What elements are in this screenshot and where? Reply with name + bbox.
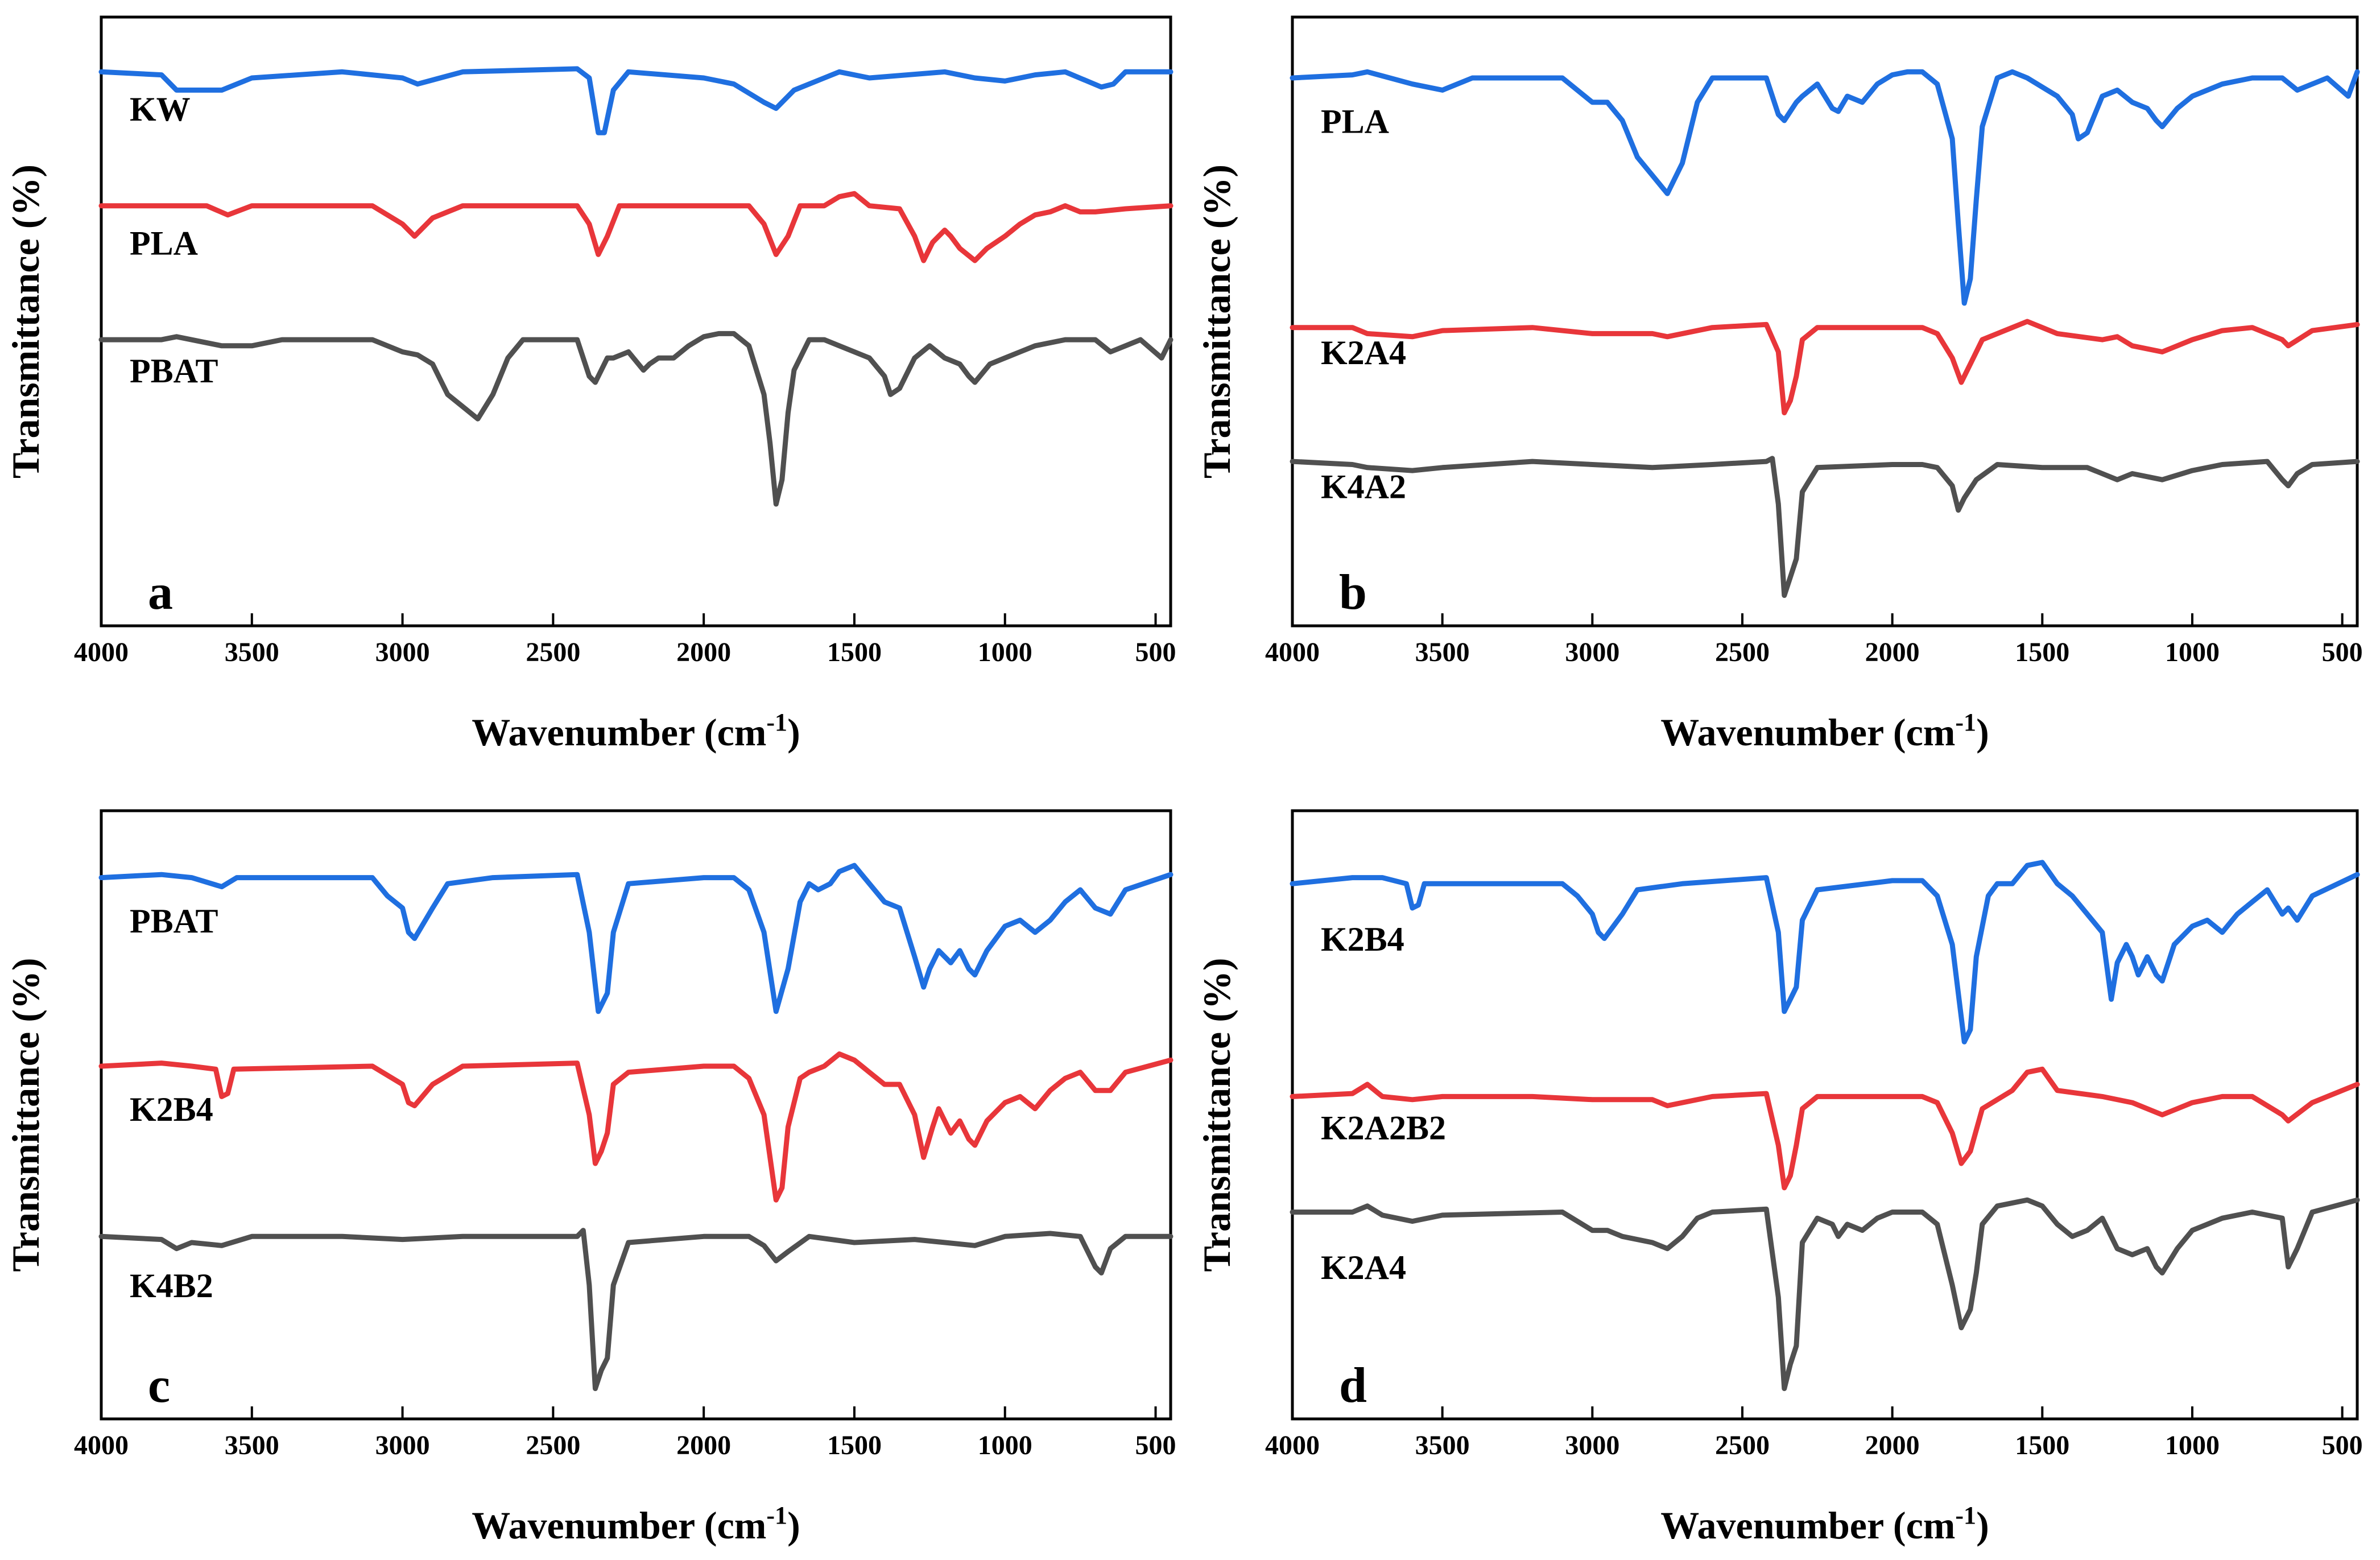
- x-tick-label: 1500: [827, 637, 882, 667]
- series-line-pbat: [98, 862, 1174, 1014]
- x-tick-label: 3000: [375, 637, 430, 667]
- series-line-pla: [1290, 69, 2360, 306]
- x-tick-label: 2500: [526, 1430, 580, 1460]
- series-line-k2b4: [1290, 860, 2360, 1045]
- plot-frame: [1291, 809, 2359, 1421]
- x-tick-label: 2500: [1715, 1430, 1770, 1460]
- x-tick-label: 3500: [1415, 637, 1470, 667]
- panel-letter: d: [1339, 1358, 1367, 1413]
- y-axis-title: Transmittance (%): [4, 958, 47, 1272]
- series-line-k2a4: [1290, 1197, 2360, 1392]
- x-tick-label: 1000: [978, 1430, 1032, 1460]
- chart-panel-a: 4000 3500 3000 2500 2000 1500 1000 500 Wavenumbe…: [4, 15, 1176, 754]
- x-axis-title: Wavenumber (cm-1): [1660, 708, 1989, 754]
- chart-panel-d: 4000 3500 3000 2500 2000 1500 1000 500 Wavenumbe…: [1195, 809, 2363, 1547]
- x-tick-label: 1500: [2015, 637, 2069, 667]
- series-label-k2b4: K2B4: [1321, 921, 1404, 958]
- series-line-k4a2: [1290, 456, 2360, 598]
- x-tick-label: 2500: [526, 637, 580, 667]
- x-tick-label: 2000: [676, 637, 731, 667]
- series-line-k2b4: [98, 1051, 1174, 1203]
- x-tick-label: 500: [2322, 637, 2363, 667]
- plot-frame: [100, 809, 1172, 1421]
- x-axis-title: Wavenumber (cm-1): [1660, 1501, 1989, 1547]
- x-tick-label: 3500: [225, 637, 279, 667]
- x-tick-label: 2000: [676, 1430, 731, 1460]
- x-tick-label: 3500: [1415, 1430, 1470, 1460]
- x-tick-label: 3500: [225, 1430, 279, 1460]
- x-tick-label: 4000: [74, 637, 129, 667]
- series-label-pla: PLA: [1321, 102, 1389, 140]
- chart-panel-b: 4000 3500 3000 2500 2000 1500 1000 500 Wavenumbe…: [1195, 15, 2363, 754]
- series-label-kw: KW: [130, 90, 191, 128]
- panel-letter: c: [148, 1358, 170, 1413]
- panel-letter: b: [1339, 565, 1367, 620]
- plot-frame: [1291, 15, 2359, 628]
- series-label-k4a2: K4A2: [1321, 468, 1406, 505]
- y-axis-title: Transmittance (%): [4, 164, 47, 478]
- series-line-kw: [98, 66, 1174, 135]
- series-line-k2a2b2: [1290, 1066, 2360, 1191]
- x-axis-title: Wavenumber (cm-1): [472, 1501, 800, 1547]
- panel-letter: a: [148, 565, 173, 620]
- x-axis-title: Wavenumber (cm-1): [472, 708, 800, 754]
- x-tick-label: 3000: [1565, 637, 1619, 667]
- x-tick-label: 1000: [2165, 1430, 2220, 1460]
- x-tick-label: 500: [1135, 1430, 1176, 1460]
- x-tick-label: 3000: [375, 1430, 430, 1460]
- x-tick-label: 4000: [74, 1430, 129, 1460]
- series-line-pbat: [98, 331, 1174, 507]
- plot-frame: [100, 15, 1172, 628]
- x-tick-label: 2000: [1865, 637, 1920, 667]
- series-label-pbat: PBAT: [130, 902, 218, 940]
- series-label-k2a4: K2A4: [1321, 1249, 1406, 1286]
- x-tick-label: 1000: [978, 637, 1032, 667]
- x-tick-label: 2000: [1865, 1430, 1920, 1460]
- x-tick-label: 500: [2322, 1430, 2363, 1460]
- x-tick-label: 3000: [1565, 1430, 1619, 1460]
- series-label-k2b4: K2B4: [130, 1091, 213, 1128]
- series-label-k4b2: K4B2: [130, 1267, 213, 1305]
- x-tick-label: 4000: [1265, 637, 1320, 667]
- x-tick-label: 2500: [1715, 637, 1770, 667]
- series-label-pbat: PBAT: [130, 352, 218, 390]
- series-label-pla: PLA: [130, 224, 198, 262]
- y-axis-title: Transmittance (%): [1195, 958, 1238, 1272]
- series-line-k2a4: [1290, 319, 2360, 415]
- x-tick-label: 1500: [2015, 1430, 2069, 1460]
- series-line-k4b2: [98, 1228, 1174, 1392]
- series-label-k2a2b2: K2A2B2: [1321, 1109, 1446, 1146]
- x-tick-label: 1500: [827, 1430, 882, 1460]
- x-tick-label: 500: [1135, 637, 1176, 667]
- x-tick-label: 4000: [1265, 1430, 1320, 1460]
- y-axis-title: Transmittance (%): [1195, 164, 1238, 478]
- x-tick-label: 1000: [2165, 637, 2220, 667]
- series-label-k2a4: K2A4: [1321, 334, 1406, 372]
- chart-panel-c: 4000 3500 3000 2500 2000 1500 1000 500 Wavenumbe…: [4, 809, 1176, 1547]
- series-line-pla: [98, 191, 1174, 263]
